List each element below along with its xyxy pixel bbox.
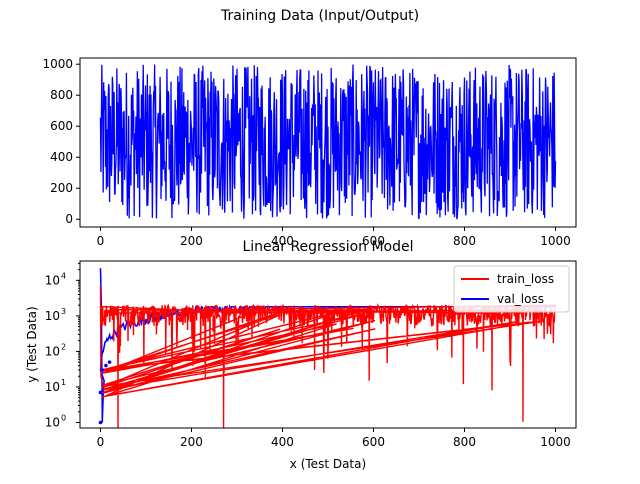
x-tick-label: 600 — [362, 435, 385, 449]
x-tick-label: 200 — [180, 234, 203, 248]
x-tick-label: 600 — [362, 234, 385, 248]
val-loss-point — [100, 368, 105, 372]
y-tick-label: 10 — [45, 309, 60, 323]
legend-label-val-loss: val_loss — [497, 292, 544, 306]
top-axes: 0 200 400 600 800 1000 0 200 400 600 800 1000 — [42, 57, 577, 248]
x-tick-label: 400 — [271, 435, 294, 449]
val-loss-point — [104, 363, 108, 368]
x-tick-label: 0 — [97, 234, 105, 248]
legend: train_loss val_loss — [453, 265, 570, 313]
val-loss-point — [107, 360, 112, 364]
y-tick-label: 200 — [50, 181, 73, 195]
y-tick-label: 600 — [50, 119, 73, 133]
axes-frame — [79, 57, 577, 228]
y-tick-label: 10 — [45, 380, 60, 394]
y-tick-label: 400 — [50, 150, 73, 164]
axes-title: Linear Regression Model — [242, 239, 413, 255]
y-tick-exponent: 4 — [61, 271, 66, 280]
x-tick-label: 800 — [453, 234, 476, 248]
legend-label-train-loss: train_loss — [497, 272, 554, 286]
figure-suptitle: Training Data (Input/Output) — [220, 8, 420, 24]
x-axis-label: x (Test Data) — [290, 457, 366, 471]
y-tick-label: 10 — [45, 415, 60, 429]
x-tick-label: 1000 — [540, 435, 571, 449]
x-tick-label: 200 — [180, 435, 203, 449]
series-line-input-output — [99, 64, 557, 220]
axes-frame — [79, 260, 577, 429]
y-axis-label: y (Test Data) — [25, 306, 39, 382]
val-loss-point — [98, 390, 103, 395]
legend-box — [453, 265, 570, 313]
y-tick-exponent: 1 — [61, 378, 66, 387]
y-tick-label: 10 — [45, 344, 60, 358]
y-tick-label: 800 — [50, 88, 73, 102]
y-tick-label: 10 — [45, 273, 60, 287]
x-tick-label: 1000 — [540, 234, 571, 248]
x-tick-label: 400 — [271, 234, 294, 248]
y-tick-label: 1000 — [42, 57, 73, 71]
y-tick-label: 0 — [65, 212, 73, 226]
x-tick-label: 0 — [97, 435, 105, 449]
y-tick-exponent: 0 — [61, 413, 66, 422]
y-tick-exponent: 2 — [61, 342, 66, 351]
y-tick-exponent: 3 — [61, 307, 66, 316]
x-tick-label: 800 — [453, 435, 476, 449]
val-loss-point — [98, 420, 103, 425]
